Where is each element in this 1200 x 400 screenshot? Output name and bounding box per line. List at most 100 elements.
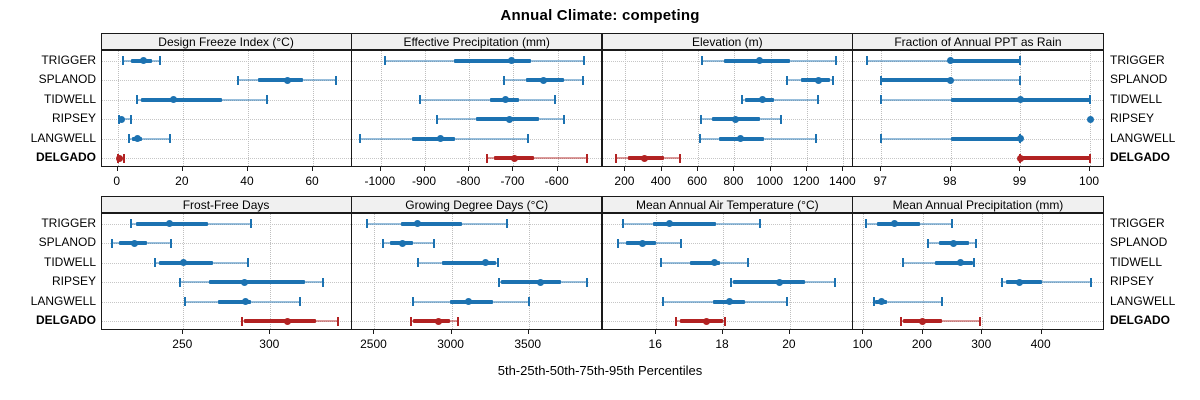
whisker-cap-95th [583,56,586,66]
median-dot [877,298,885,306]
interquartile-bar-25th-75th [257,78,304,83]
whisker-cap-5th [502,75,505,85]
median-dot [1016,154,1024,162]
axis-tick-mark [468,167,470,171]
grid-line-vertical [807,51,809,166]
median-dot [465,298,473,306]
interquartile-bar-25th-75th [934,260,973,265]
grid-line-vertical [380,51,382,166]
whisker-cap-95th [585,153,588,163]
axis-tick-label: -900 [412,174,437,188]
axis-tick-label: 40 [240,174,254,188]
axis-tick-mark [379,167,381,171]
whisker-cap-5th [384,56,387,66]
station-label-left: SPLANOD [38,235,96,250]
panel-plot-area [100,213,352,330]
grid-line-horizontal [352,138,602,140]
axis-tick-label: -800 [456,174,481,188]
panel-strip: Effective Precipitation (mm) [351,33,603,50]
grid-line-vertical [723,214,725,329]
whisker-cap-5th [485,153,488,163]
axis-tick-mark [312,167,314,171]
grid-line-horizontal [853,119,1103,121]
whisker-cap-5th [130,219,133,229]
station-label-left: SPLANOD [38,72,96,87]
whisker-cap-5th [184,297,187,307]
median-dot [947,76,955,84]
axis-tick-label: -1000 [364,174,396,188]
whisker-cap-5th [128,134,131,144]
grid-line-vertical [182,51,184,166]
panel-strip-title: Effective Precipitation (mm) [403,35,550,49]
axis-tick-mark [722,330,724,334]
interquartile-bar-25th-75th [950,136,1021,141]
chart-caption: 5th-25th-50th-75th-95th Percentiles [497,363,703,378]
whisker-cap-5th [700,56,703,66]
panel-plot-area [351,50,603,167]
interquartile-bar-25th-75th [1006,280,1042,285]
station-label-left: RIPSEY [51,111,96,126]
chart-title: Annual Climate: competing [500,7,700,24]
station-label-right: SPLANOD [1110,72,1168,87]
grid-line-horizontal [352,243,602,245]
median-dot [641,154,649,162]
median-dot [711,259,719,267]
median-dot [1016,278,1024,286]
whisker-cap-95th [779,114,782,124]
median-dot [510,154,518,162]
axis-tick-label: 3500 [514,337,542,351]
axis-tick-mark [1019,167,1021,171]
whisker-cap-95th [553,95,556,105]
panel-strip-title: Mean Annual Air Temperature (°C) [635,198,819,212]
grid-line-vertical [734,51,736,166]
whisker-cap-95th [266,95,269,105]
axis-tick-label: 1200 [792,174,820,188]
grid-line-vertical [1041,214,1043,329]
whisker-cap-95th [456,316,459,326]
whisker-cap-5th [900,316,903,326]
grid-line-horizontal [602,158,852,160]
panel-strip-title: Frost-Free Days [182,198,270,212]
whisker-cap-5th [616,238,619,248]
axis-tick-mark [842,167,844,171]
panel-plot-area [100,50,352,167]
whisker-cap-5th [178,277,181,287]
whisker-cap-95th [833,277,836,287]
median-dot [540,76,548,84]
median-dot [947,57,955,65]
grid-line-vertical [698,51,700,166]
whisker-cap-95th [816,95,819,105]
grid-line-vertical [528,214,530,329]
median-dot [506,115,514,123]
whisker-cap-5th [237,75,240,85]
axis-tick-mark [788,330,790,334]
median-dot [507,57,515,65]
whisker-range-5th-95th [129,137,170,140]
station-label-left: DELGADO [36,150,96,165]
grid-line-vertical [789,214,791,329]
whisker-cap-5th [872,297,875,307]
whisker-cap-5th [927,238,930,248]
whisker-cap-95th [337,316,340,326]
grid-line-horizontal [602,80,852,82]
grid-line-horizontal [352,80,602,82]
interquartile-bar-25th-75th [950,58,1021,63]
median-dot [283,76,291,84]
axis-tick-mark [269,330,271,334]
panel-strip-title: Design Freeze Index (°C) [158,35,294,49]
station-label-left: TIDWELL [43,254,96,269]
median-dot [131,239,139,247]
interquartile-bar-25th-75th [218,299,252,304]
panel-strip-title: Growing Degree Days (°C) [405,198,549,212]
whisker-cap-95th [950,219,953,229]
whisker-range-5th-95th [873,300,943,303]
axis-tick-label: 100 [852,337,873,351]
axis-tick-mark [373,330,375,334]
grid-line-horizontal [853,262,1103,264]
whisker-cap-5th [365,219,368,229]
axis-tick-mark [733,167,735,171]
station-label-right: TIDWELL [1110,91,1163,106]
median-dot [957,259,965,267]
grid-line-vertical [469,51,471,166]
median-dot [666,220,674,228]
